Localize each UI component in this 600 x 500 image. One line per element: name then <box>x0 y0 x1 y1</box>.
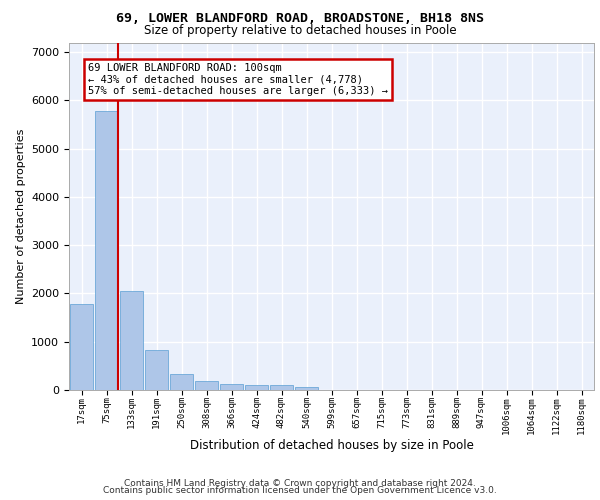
X-axis label: Distribution of detached houses by size in Poole: Distribution of detached houses by size … <box>190 440 473 452</box>
Text: 69, LOWER BLANDFORD ROAD, BROADSTONE, BH18 8NS: 69, LOWER BLANDFORD ROAD, BROADSTONE, BH… <box>116 12 484 26</box>
Bar <box>220 384 243 390</box>
Text: 69 LOWER BLANDFORD ROAD: 100sqm
← 43% of detached houses are smaller (4,778)
57%: 69 LOWER BLANDFORD ROAD: 100sqm ← 43% of… <box>88 63 388 96</box>
Bar <box>70 304 93 390</box>
Bar <box>170 374 193 390</box>
Bar <box>95 111 118 390</box>
Bar <box>195 381 218 390</box>
Bar <box>120 290 143 390</box>
Bar <box>145 350 168 390</box>
Y-axis label: Number of detached properties: Number of detached properties <box>16 128 26 304</box>
Bar <box>295 386 318 390</box>
Text: Contains HM Land Registry data © Crown copyright and database right 2024.: Contains HM Land Registry data © Crown c… <box>124 478 476 488</box>
Text: Size of property relative to detached houses in Poole: Size of property relative to detached ho… <box>143 24 457 37</box>
Bar <box>245 384 268 390</box>
Bar <box>270 385 293 390</box>
Text: Contains public sector information licensed under the Open Government Licence v3: Contains public sector information licen… <box>103 486 497 495</box>
